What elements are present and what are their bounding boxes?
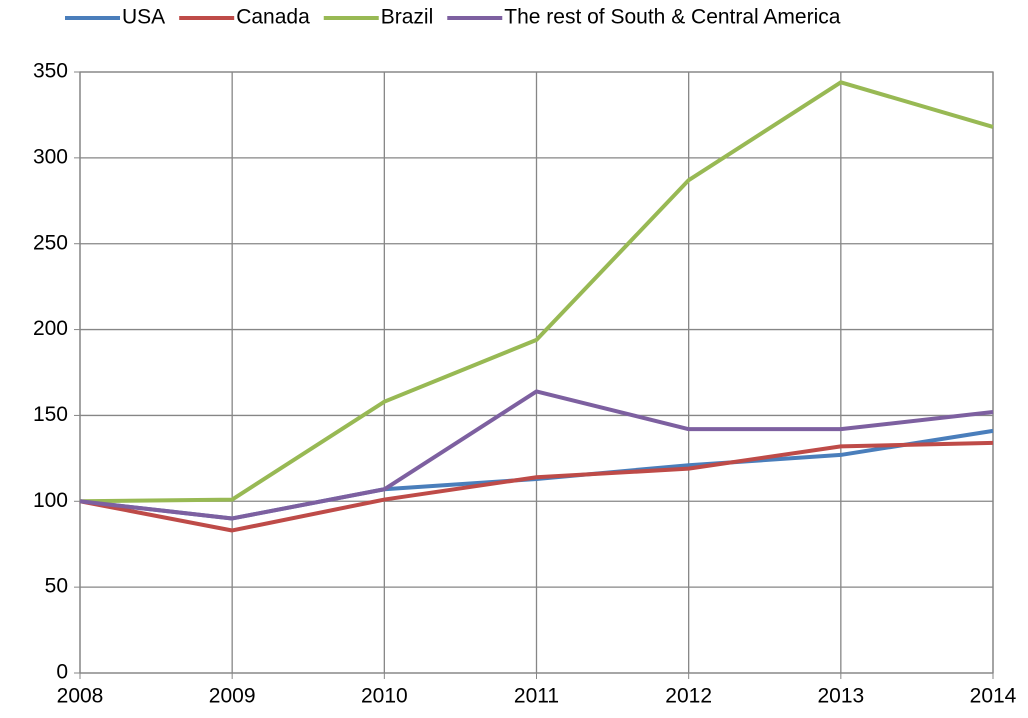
y-tick-label: 200 xyxy=(33,317,68,340)
legend-label: Brazil xyxy=(381,6,434,29)
x-tick-label: 2011 xyxy=(514,685,559,708)
y-tick-label: 100 xyxy=(33,489,68,512)
x-tick-label: 2014 xyxy=(970,685,1017,708)
series-line xyxy=(79,80,994,504)
x-tick-label: 2009 xyxy=(209,685,256,708)
legend-label: Canada xyxy=(236,6,310,29)
plot-frame xyxy=(79,71,994,674)
y-tick-label: 150 xyxy=(33,403,68,426)
y-tick-label: 250 xyxy=(33,231,68,254)
series-line xyxy=(79,389,994,521)
y-tick-label: 0 xyxy=(56,661,68,684)
legend-label: USA xyxy=(122,6,165,29)
y-tick-label: 50 xyxy=(45,575,68,598)
series-line xyxy=(79,440,994,533)
x-tick-label: 2008 xyxy=(57,685,104,708)
x-tick-label: 2013 xyxy=(817,685,864,708)
y-tick-label: 300 xyxy=(33,145,68,168)
legend-label: The rest of South & Central America xyxy=(504,6,840,29)
x-tick-label: 2012 xyxy=(665,685,712,708)
x-tick-label: 2010 xyxy=(361,685,408,708)
y-tick-label: 350 xyxy=(33,60,68,83)
